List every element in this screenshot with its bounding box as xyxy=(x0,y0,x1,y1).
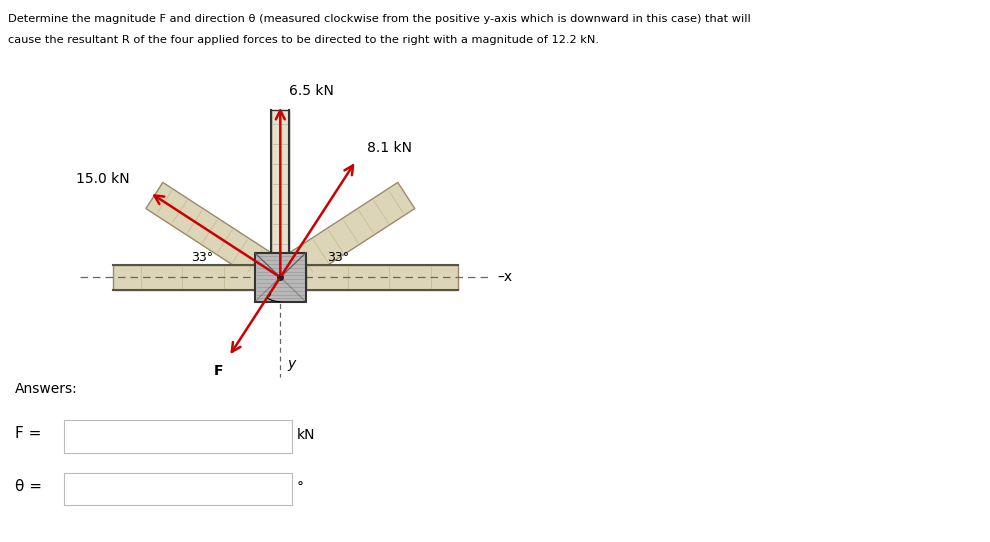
Text: °: ° xyxy=(297,481,304,495)
Text: 8.1 kN: 8.1 kN xyxy=(367,141,412,155)
Text: i: i xyxy=(75,429,81,444)
Text: –x: –x xyxy=(497,270,513,284)
Text: kN: kN xyxy=(297,428,316,442)
Polygon shape xyxy=(146,183,289,291)
Text: θ =: θ = xyxy=(15,479,42,494)
Text: cause the resultant R of the four applied forces to be directed to the right wit: cause the resultant R of the four applie… xyxy=(8,35,599,45)
Polygon shape xyxy=(272,183,415,291)
Text: Determine the magnitude F and direction θ (measured clockwise from the positive : Determine the magnitude F and direction … xyxy=(8,14,750,23)
Polygon shape xyxy=(271,111,289,278)
Text: F: F xyxy=(214,364,224,378)
Text: 33°: 33° xyxy=(327,251,349,264)
Text: 15.0 kN: 15.0 kN xyxy=(76,172,130,186)
Text: 33°: 33° xyxy=(191,251,214,264)
Text: y: y xyxy=(287,357,295,371)
Text: θ: θ xyxy=(256,293,263,306)
Text: F =: F = xyxy=(15,426,42,441)
Text: Answers:: Answers: xyxy=(15,382,77,396)
Text: 6.5 kN: 6.5 kN xyxy=(289,84,334,98)
Polygon shape xyxy=(114,265,458,289)
Text: i: i xyxy=(75,481,81,496)
Text: O: O xyxy=(285,284,295,297)
Bar xyxy=(254,253,306,302)
